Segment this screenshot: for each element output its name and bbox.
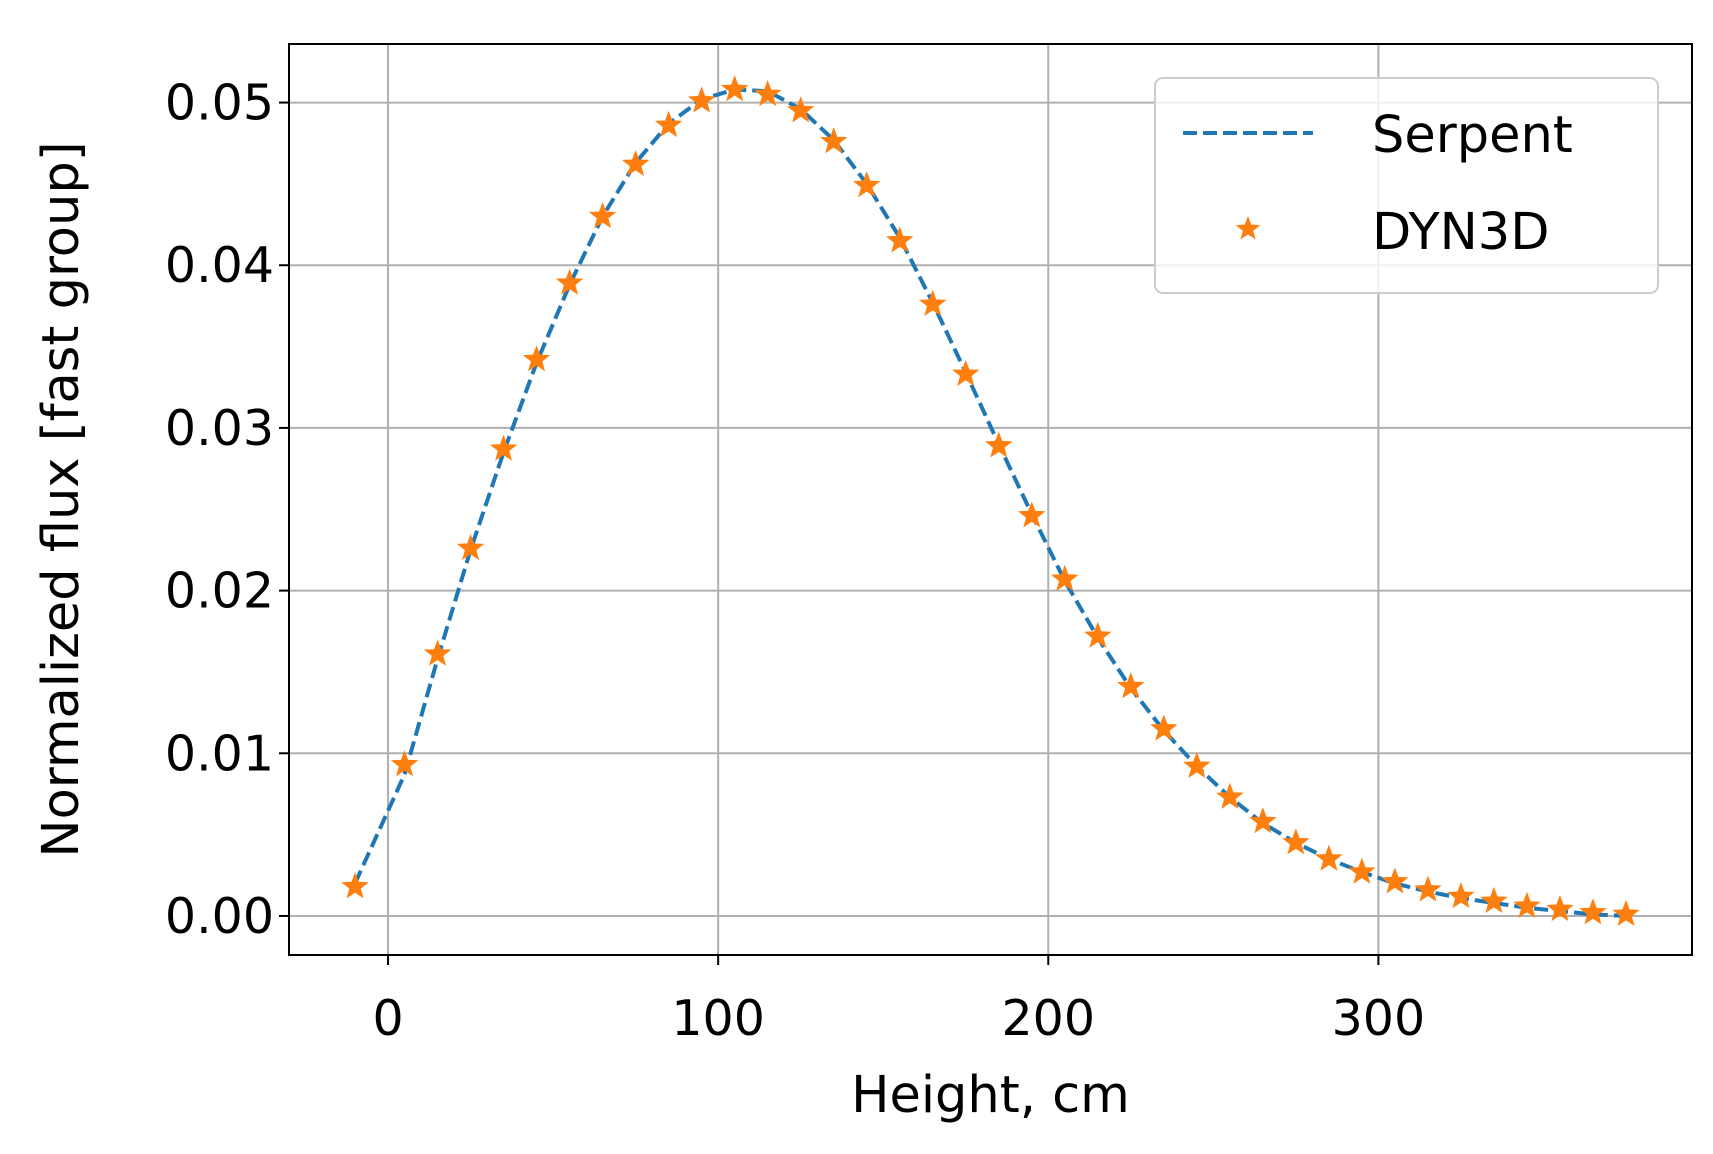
y-tick-label-3: 0.03 — [165, 400, 274, 457]
series-1-marker-28 — [1282, 828, 1310, 855]
y-tick-label-4: 0.04 — [165, 237, 274, 294]
x-tick-label-0: 0 — [372, 990, 403, 1047]
legend-box — [1154, 77, 1659, 294]
series-1-marker-14 — [819, 127, 848, 154]
series-1-marker-23 — [1117, 672, 1145, 699]
series-1-marker-2 — [423, 639, 452, 666]
y-tick-label-2: 0.02 — [165, 563, 274, 620]
y-tick-label-5: 0.05 — [165, 75, 274, 132]
series-1-marker-26 — [1216, 782, 1244, 809]
series-1-marker-10 — [687, 86, 716, 113]
series-1-marker-34 — [1480, 886, 1508, 913]
series-1-marker-3 — [456, 533, 485, 560]
x-tick-label-3: 300 — [1332, 990, 1426, 1047]
legend-dyn3d-marker — [1235, 216, 1261, 240]
legend-dyn3d-label: DYN3D — [1372, 203, 1550, 262]
series-1-marker-11 — [720, 75, 749, 102]
series-1-marker-12 — [753, 80, 782, 107]
series-1-marker-17 — [919, 289, 947, 316]
series-1-marker-37 — [1579, 898, 1607, 925]
series-1-marker-30 — [1348, 857, 1376, 884]
y-tick-label-1: 0.01 — [165, 725, 274, 782]
series-1-marker-16 — [885, 226, 914, 253]
series-1-marker-13 — [786, 96, 815, 123]
series-1-marker-32 — [1414, 875, 1442, 902]
y-axis-label: Normalized flux [fast group] — [32, 141, 91, 857]
y-tick-label-0: 0.00 — [165, 888, 274, 945]
series-1-marker-6 — [555, 268, 584, 295]
x-axis-label: Height, cm — [851, 1066, 1130, 1125]
series-1-marker-9 — [654, 110, 683, 138]
series-1-marker-7 — [588, 202, 617, 229]
series-1-marker-1 — [390, 750, 419, 777]
plot-frame — [288, 43, 1693, 956]
series-1-marker-36 — [1546, 895, 1574, 922]
series-1-marker-24 — [1150, 714, 1178, 741]
series-1-marker-21 — [1051, 564, 1079, 591]
series-1-marker-5 — [522, 345, 551, 372]
x-tick-label-1: 100 — [671, 990, 765, 1047]
series-1-marker-15 — [852, 171, 881, 198]
series-1-marker-38 — [1612, 899, 1640, 927]
series-1-marker-31 — [1381, 867, 1409, 894]
series-1-marker-20 — [1018, 501, 1046, 528]
series-1-marker-27 — [1249, 807, 1277, 834]
legend: Serpent DYN3D — [1154, 77, 1659, 294]
legend-serpent-label: Serpent — [1372, 106, 1573, 165]
series-1-marker-19 — [985, 431, 1013, 458]
series-1-marker-8 — [621, 149, 650, 177]
series-1-marker-4 — [489, 434, 518, 461]
series-1-marker-33 — [1447, 882, 1475, 909]
x-tick-label-2: 200 — [1002, 990, 1096, 1047]
ticks-layer: 0 100 200 300 0.00 0.01 0.02 0.03 0.04 0.05 — [165, 75, 1425, 1047]
series-layer — [341, 75, 1640, 927]
series-1-marker-29 — [1315, 844, 1343, 871]
series-1-marker-18 — [952, 359, 980, 386]
series-1-marker-35 — [1513, 891, 1541, 918]
series-1-marker-25 — [1183, 751, 1211, 778]
series-1-marker-22 — [1084, 621, 1112, 648]
series-1-marker-0 — [341, 872, 369, 899]
